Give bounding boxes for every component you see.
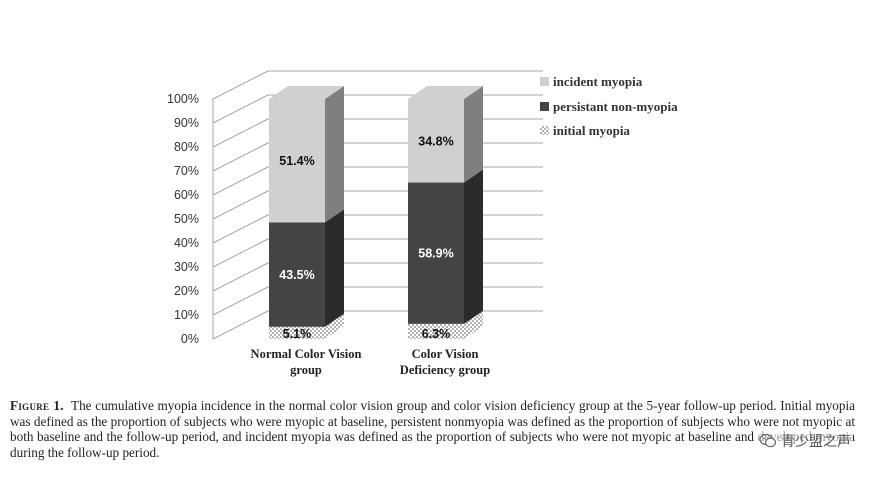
y-tick-label: 50% [174,212,199,226]
data-label: 34.8% [418,134,453,148]
bar-segment [408,182,464,324]
caption-text: The cumulative myopia incidence in the n… [10,398,855,460]
bar-segment-side [325,209,344,327]
data-label: 58.9% [418,247,453,261]
figure-caption: Figure 1. The cumulative myopia incidenc… [10,398,855,460]
y-tick-label: 20% [174,284,199,298]
gridline-depth [212,70,269,100]
data-label: 6.3% [422,327,451,341]
bar-segment [269,99,325,223]
gridline-depth [212,118,269,148]
bar-segment-side [325,86,344,223]
y-tick-label: 10% [174,308,199,322]
bar-top [408,86,483,99]
y-tick-label: 70% [174,164,199,178]
y-tick-label: 30% [174,260,199,274]
gridline-depth [212,190,269,220]
legend-label: initial myopia [553,123,630,138]
y-tick-label: 60% [174,188,199,202]
x-category-label: Deficiency group [400,363,490,377]
x-category-label: Normal Color Vision [251,347,362,361]
x-category-label: group [290,363,322,377]
y-tick-label: 0% [181,332,199,346]
watermark: 青少盟之声 [757,431,853,451]
gridline-depth [212,214,269,244]
bar-segment [408,99,464,183]
gridline-depth [212,262,269,292]
gridline-depth [212,310,269,340]
gridline-depth [212,286,269,316]
bar-stack: 5.1% 43.5% 51.4% [269,86,344,341]
gridlines [212,70,543,340]
wechat-icon [759,433,777,448]
gridline-depth [212,166,269,196]
legend-label: persistant non-myopia [553,99,678,114]
legend-swatch [540,126,549,135]
data-label: 5.1% [283,327,312,341]
bar-segment-side [325,313,344,339]
stacked-bar-chart: 0% 10% 20% 30% 40% 50% 60% 70% 80% 90% 100% 5.1% 43… [167,70,678,377]
y-tick-label: 100% [167,92,199,106]
bar-segment [408,323,464,339]
data-label: 51.4% [279,154,314,168]
legend-label: incident myopia [553,74,643,89]
gridline-depth [212,238,269,268]
gridline-depth [212,94,269,124]
y-tick-label: 80% [174,140,199,154]
bar-segment [269,222,325,327]
y-axis: 0% 10% 20% 30% 40% 50% 60% 70% 80% 90% 100% [167,92,199,346]
bar-segment-side [464,169,483,324]
data-label: 43.5% [279,268,314,282]
gridline-depth [212,142,269,172]
x-category-label: Color Vision [412,347,479,361]
bar-stack: 6.3% 58.9% 34.8% [408,86,483,341]
watermark-text: 青少盟之声 [781,434,851,450]
bar-segment [269,326,325,339]
y-tick-label: 90% [174,116,199,130]
legend: incident myopia persistant non-myopia init… [540,74,678,138]
legend-swatch [540,102,549,111]
x-axis-categories: Normal Color Vision group Color Vision Defi… [251,347,491,377]
legend-swatch [540,77,549,86]
bar-segment-side [464,310,483,339]
bars: 5.1% 43.5% 51.4% 6.3% 58.9% 34.8% [269,86,483,341]
y-tick-label: 40% [174,236,199,250]
bar-top [269,86,344,99]
bar-segment-side [464,86,483,183]
figure-label: Figure 1. [10,398,64,413]
